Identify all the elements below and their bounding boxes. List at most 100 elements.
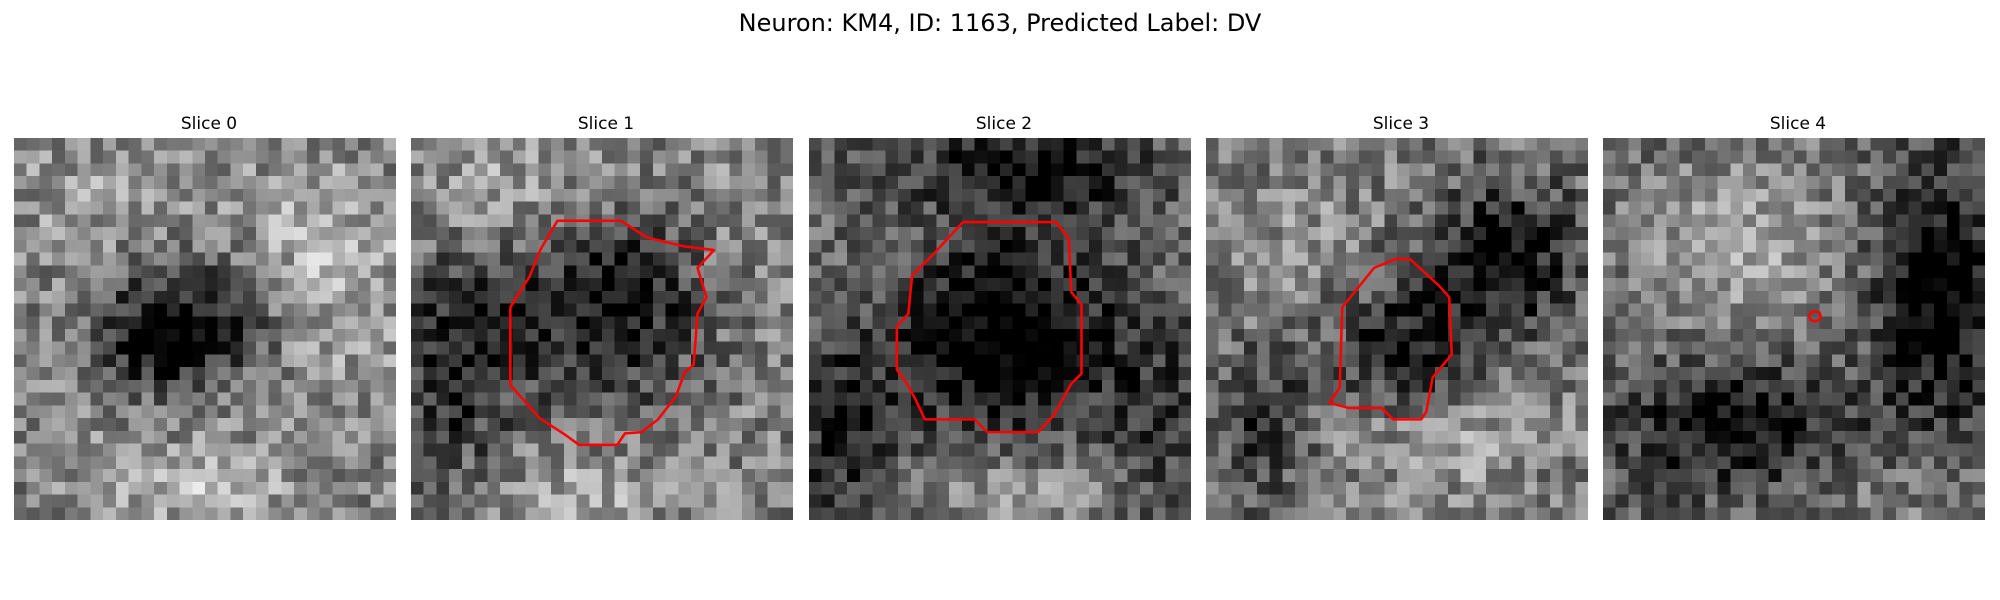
pixel (1870, 265, 1884, 279)
pixel (872, 214, 886, 228)
pixel (154, 252, 168, 266)
pixel (1244, 456, 1258, 470)
pixel (1575, 430, 1588, 444)
pixel (230, 303, 244, 317)
pixel (474, 278, 488, 292)
pixel (1076, 494, 1090, 508)
pixel (345, 329, 359, 342)
pixel (90, 367, 104, 381)
pixel (1320, 150, 1334, 164)
pixel (1127, 405, 1141, 419)
pixel (332, 278, 346, 292)
pixel (411, 354, 424, 368)
pixel (627, 265, 641, 279)
pixel (1857, 227, 1871, 241)
pixel (551, 239, 565, 253)
pixel (767, 367, 781, 381)
pixel (1755, 188, 1769, 202)
pixel (1537, 481, 1551, 495)
pixel (166, 329, 180, 342)
pixel (1653, 138, 1667, 151)
pixel (949, 469, 963, 483)
pixel (1206, 265, 1219, 279)
pixel (1165, 379, 1179, 393)
pixel (1256, 329, 1270, 342)
pixel (703, 150, 717, 164)
pixel (1959, 201, 1973, 215)
pixel (729, 278, 743, 292)
pixel (1256, 430, 1270, 444)
pixel (474, 494, 488, 508)
pixel (1000, 494, 1013, 508)
pixel (1076, 329, 1090, 342)
pixel (1692, 150, 1706, 164)
pixel (1320, 418, 1334, 432)
pixel (1000, 329, 1013, 342)
pixel (1794, 456, 1807, 470)
pixel (115, 176, 129, 190)
pixel (294, 392, 308, 406)
pixel (64, 290, 78, 304)
pixel (640, 239, 654, 253)
pixel (1244, 418, 1258, 432)
pixel (1101, 469, 1115, 483)
pixel (754, 379, 768, 393)
pixel (1447, 367, 1461, 381)
pixel (936, 405, 950, 419)
pixel (512, 367, 526, 381)
pixel (1755, 405, 1769, 419)
pixel (678, 290, 692, 304)
pixel (1946, 469, 1960, 483)
pixel (1959, 469, 1973, 483)
pixel (678, 392, 692, 406)
pixel (525, 367, 539, 381)
pixel (500, 214, 514, 228)
pixel (1934, 405, 1948, 419)
pixel (1575, 265, 1588, 279)
pixel (602, 150, 615, 164)
pixel (1717, 443, 1731, 457)
pixel (1857, 163, 1871, 177)
pixel (525, 201, 539, 215)
pixel (1178, 443, 1191, 457)
pixel (1730, 469, 1744, 483)
pixel (652, 201, 666, 215)
pixel (1524, 150, 1538, 164)
pixel (834, 341, 848, 355)
pixel (780, 494, 793, 508)
pixel (742, 494, 756, 508)
pixel (576, 456, 590, 470)
pixel (1358, 188, 1372, 202)
pixel (1397, 430, 1410, 444)
pixel (230, 188, 244, 202)
pixel (627, 176, 641, 190)
pixel (538, 494, 552, 508)
pixel (1089, 214, 1103, 228)
pixel (217, 265, 231, 279)
pixel (923, 176, 937, 190)
pixel (1832, 354, 1846, 368)
pixel (809, 494, 822, 508)
pixel (1140, 341, 1154, 355)
pixel (1615, 239, 1629, 253)
pixel (90, 188, 104, 202)
pixel (306, 443, 320, 457)
pixel (1244, 138, 1258, 151)
pixel (1307, 188, 1321, 202)
pixel (230, 418, 244, 432)
pixel (411, 303, 424, 317)
slice-panel-1: Slice 1 (411, 114, 801, 520)
pixel (1615, 494, 1629, 508)
pixel (512, 507, 526, 520)
pixel (255, 354, 269, 368)
pixel (885, 481, 899, 495)
pixel (1282, 201, 1296, 215)
pixel (332, 430, 346, 444)
pixel (205, 150, 218, 164)
pixel (1295, 252, 1309, 266)
pixel (678, 405, 692, 419)
pixel (255, 265, 269, 279)
pixel (961, 443, 975, 457)
pixel (1959, 494, 1973, 508)
pixel (716, 239, 730, 253)
